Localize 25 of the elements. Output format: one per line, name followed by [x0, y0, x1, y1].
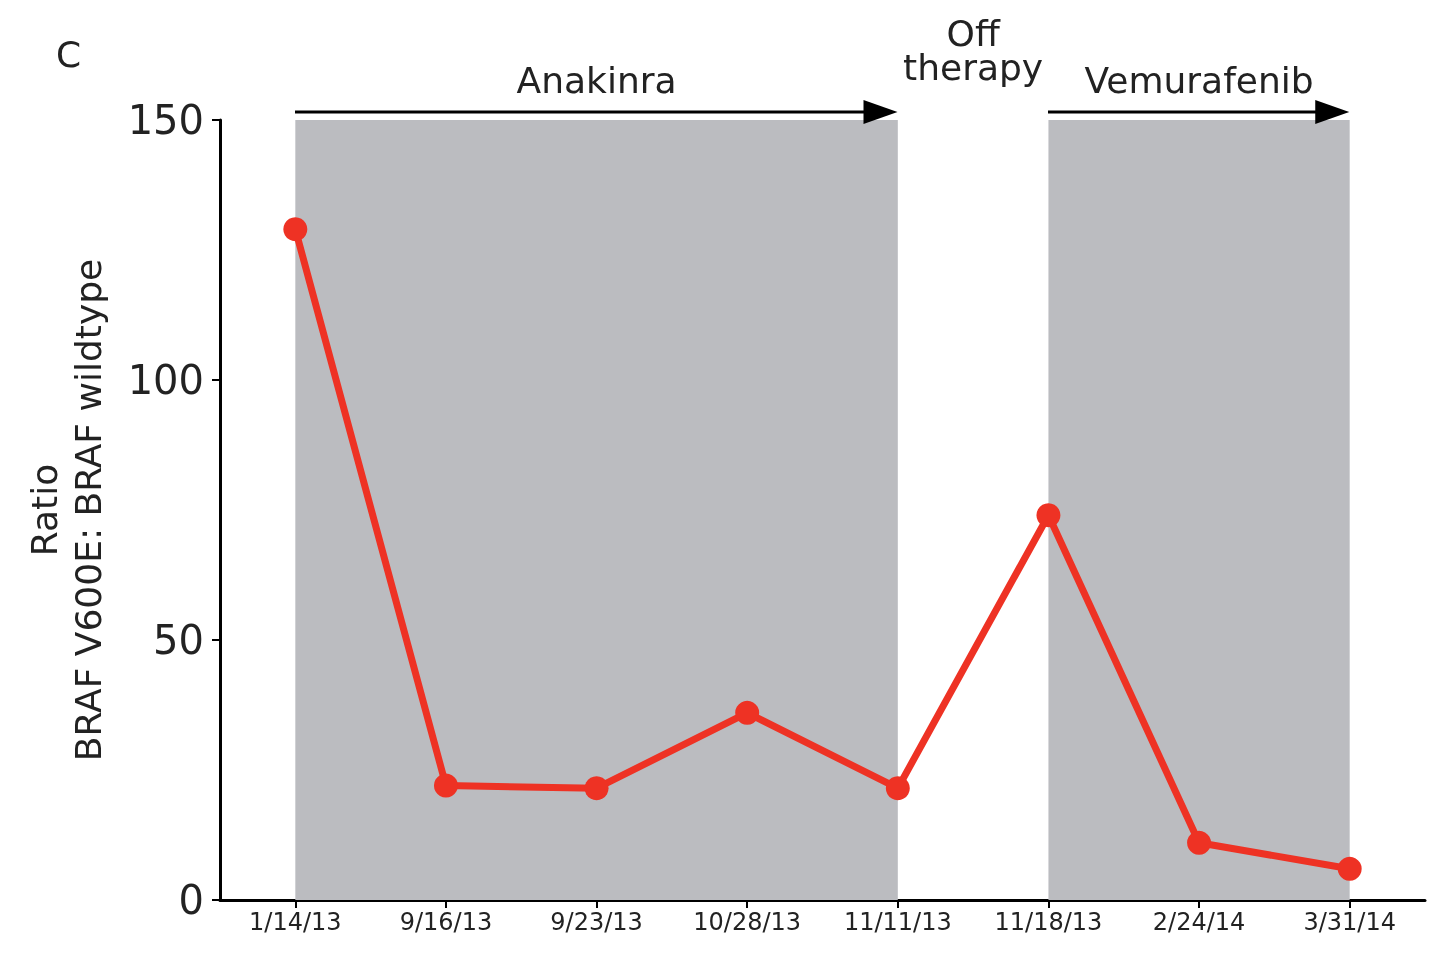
x-tick-label: 11/18/13: [994, 908, 1103, 936]
x-tick-label: 11/11/13: [843, 908, 952, 936]
x-tick-label: 9/23/13: [550, 908, 643, 936]
point: [885, 776, 910, 801]
text: Off therapy: [903, 12, 1044, 88]
band-label: Vemurafenib: [1084, 59, 1314, 101]
y-tick-label: 150: [127, 97, 204, 143]
y-tick-label: 50: [153, 617, 204, 663]
x-tick-label: 9/16/13: [399, 908, 493, 936]
x-tick-label: 3/31/14: [1303, 908, 1396, 936]
point: [433, 773, 458, 798]
point: [735, 700, 760, 725]
x-tick-label: 10/28/13: [693, 908, 802, 936]
point: [584, 776, 609, 801]
text: C: [56, 33, 82, 75]
point: [1187, 830, 1212, 855]
y-tick-label: 100: [127, 357, 204, 403]
y-axis-title: Ratio BRAF V600E: BRAF wildtype: [23, 258, 109, 762]
y-tick-label: 0: [178, 877, 204, 923]
band-label: Anakinra: [516, 59, 677, 101]
x-tick-label: 2/24/14: [1152, 908, 1246, 936]
point: [1337, 856, 1362, 881]
x-tick-label: 1/14/13: [249, 908, 342, 936]
point: [283, 217, 308, 242]
point: [1036, 503, 1061, 528]
